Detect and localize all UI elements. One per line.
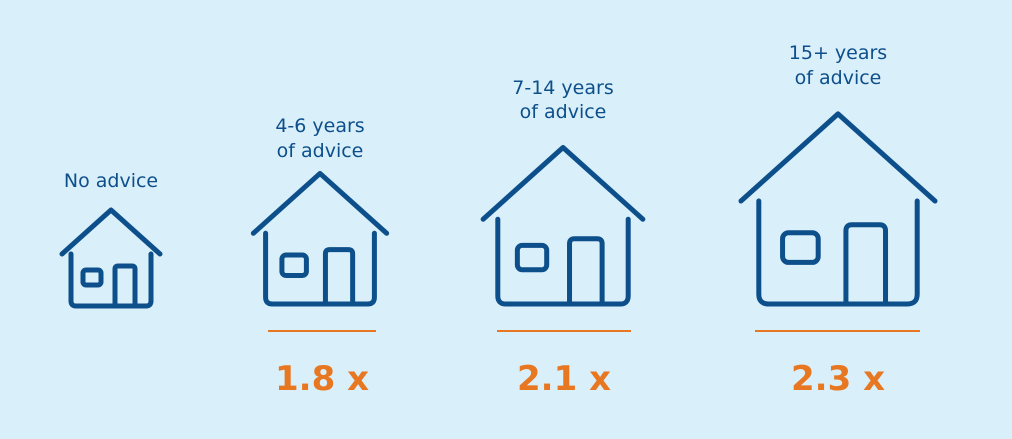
label: No advice bbox=[64, 170, 158, 192]
multiplier: 2.1 x bbox=[517, 359, 611, 399]
label: of advice bbox=[795, 67, 882, 89]
label: of advice bbox=[277, 140, 364, 162]
label: 7-14 years bbox=[512, 77, 613, 99]
label: of advice bbox=[520, 101, 607, 123]
multiplier: 2.3 x bbox=[791, 359, 885, 399]
label: 15+ years bbox=[789, 42, 887, 64]
multiplier: 1.8 x bbox=[275, 359, 369, 399]
label: 4-6 years bbox=[275, 115, 364, 137]
